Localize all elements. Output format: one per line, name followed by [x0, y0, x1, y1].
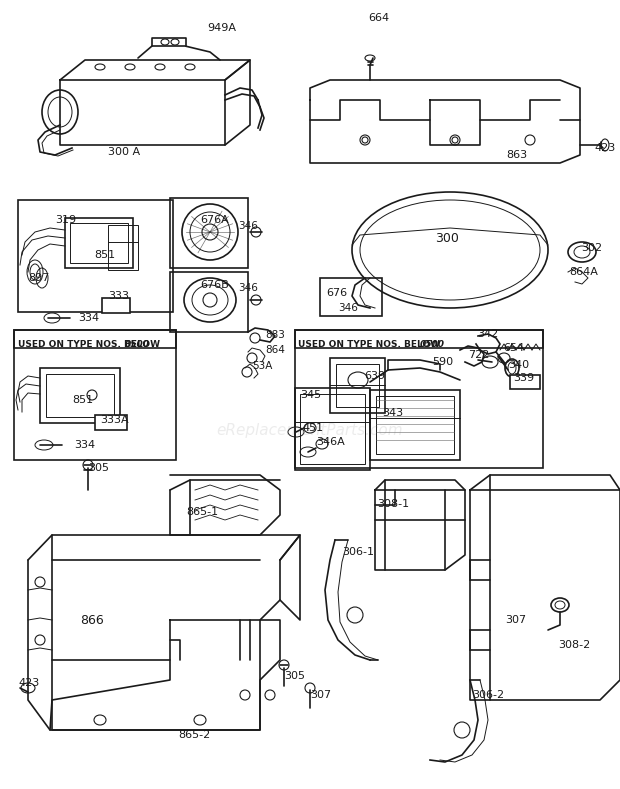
Text: 676: 676 [326, 288, 347, 298]
Text: 722: 722 [468, 350, 489, 360]
Text: 305: 305 [284, 671, 305, 681]
Text: eReplacementParts.com: eReplacementParts.com [216, 422, 404, 437]
Text: 865-2: 865-2 [178, 730, 210, 740]
Bar [170, 198, 248, 268]
Text: 949A: 949A [207, 23, 236, 33]
Bar [295, 388, 370, 470]
Text: 664: 664 [368, 13, 389, 23]
Text: 302: 302 [581, 243, 602, 253]
Text: 333A: 333A [100, 415, 128, 425]
Text: 334: 334 [78, 313, 99, 323]
Text: 300: 300 [435, 231, 459, 245]
Text: 342: 342 [477, 329, 498, 339]
Text: 864: 864 [265, 345, 285, 355]
Text: 345: 345 [300, 390, 321, 400]
Text: 863: 863 [506, 150, 527, 160]
Bar [295, 330, 543, 348]
Text: 346: 346 [238, 283, 258, 293]
Bar [300, 394, 365, 464]
Text: 0500: 0500 [420, 339, 445, 349]
Bar [70, 223, 128, 263]
Text: 897: 897 [28, 273, 50, 283]
Bar [376, 396, 454, 454]
Bar [108, 225, 138, 270]
Bar [14, 330, 176, 348]
Text: 300 A: 300 A [108, 147, 140, 157]
Text: 0500: 0500 [125, 339, 150, 349]
Bar [370, 390, 460, 460]
Text: 865-1: 865-1 [186, 507, 218, 517]
Text: 423: 423 [18, 678, 39, 688]
Text: 305: 305 [88, 463, 109, 473]
Bar [170, 272, 248, 332]
Text: 53A: 53A [252, 361, 272, 371]
Text: 333: 333 [108, 291, 129, 301]
Bar [46, 374, 114, 417]
Text: 306-1: 306-1 [342, 547, 374, 557]
Text: 676B: 676B [200, 280, 229, 290]
Bar [95, 415, 127, 430]
Text: 851: 851 [72, 395, 93, 405]
Text: 851: 851 [94, 250, 115, 260]
Text: 423: 423 [594, 143, 615, 153]
Bar [320, 278, 382, 316]
Text: 654: 654 [503, 343, 524, 353]
Bar [40, 368, 120, 423]
Bar [18, 200, 173, 312]
Text: 308-2: 308-2 [558, 640, 590, 650]
Text: 864A: 864A [569, 267, 598, 277]
Text: 866: 866 [80, 614, 104, 626]
Text: USED ON TYPE NOS. BELOW: USED ON TYPE NOS. BELOW [18, 339, 160, 349]
Text: 639: 639 [364, 371, 385, 381]
Text: 451: 451 [302, 423, 323, 433]
Text: 590: 590 [432, 357, 453, 367]
Text: 308-1: 308-1 [377, 499, 409, 509]
Bar [330, 358, 385, 413]
Bar [336, 364, 379, 407]
Text: 307: 307 [505, 615, 526, 625]
Bar [102, 298, 130, 313]
Text: 676A: 676A [200, 215, 229, 225]
Text: 346A: 346A [316, 437, 345, 447]
Bar [14, 330, 176, 460]
Text: 346: 346 [338, 303, 358, 313]
Bar [295, 330, 543, 468]
Text: 307: 307 [310, 690, 331, 700]
Text: 340: 340 [508, 360, 529, 370]
Text: 339: 339 [513, 373, 534, 383]
Text: USED ON TYPE NOS. BELOW: USED ON TYPE NOS. BELOW [298, 339, 440, 349]
Bar [510, 375, 540, 389]
Text: 343: 343 [382, 408, 403, 418]
Text: 883: 883 [265, 330, 285, 340]
Text: 346: 346 [238, 221, 258, 231]
Text: 306-2: 306-2 [472, 690, 504, 700]
Text: 319: 319 [55, 215, 76, 225]
Bar [65, 218, 133, 268]
Text: 334: 334 [74, 440, 95, 450]
